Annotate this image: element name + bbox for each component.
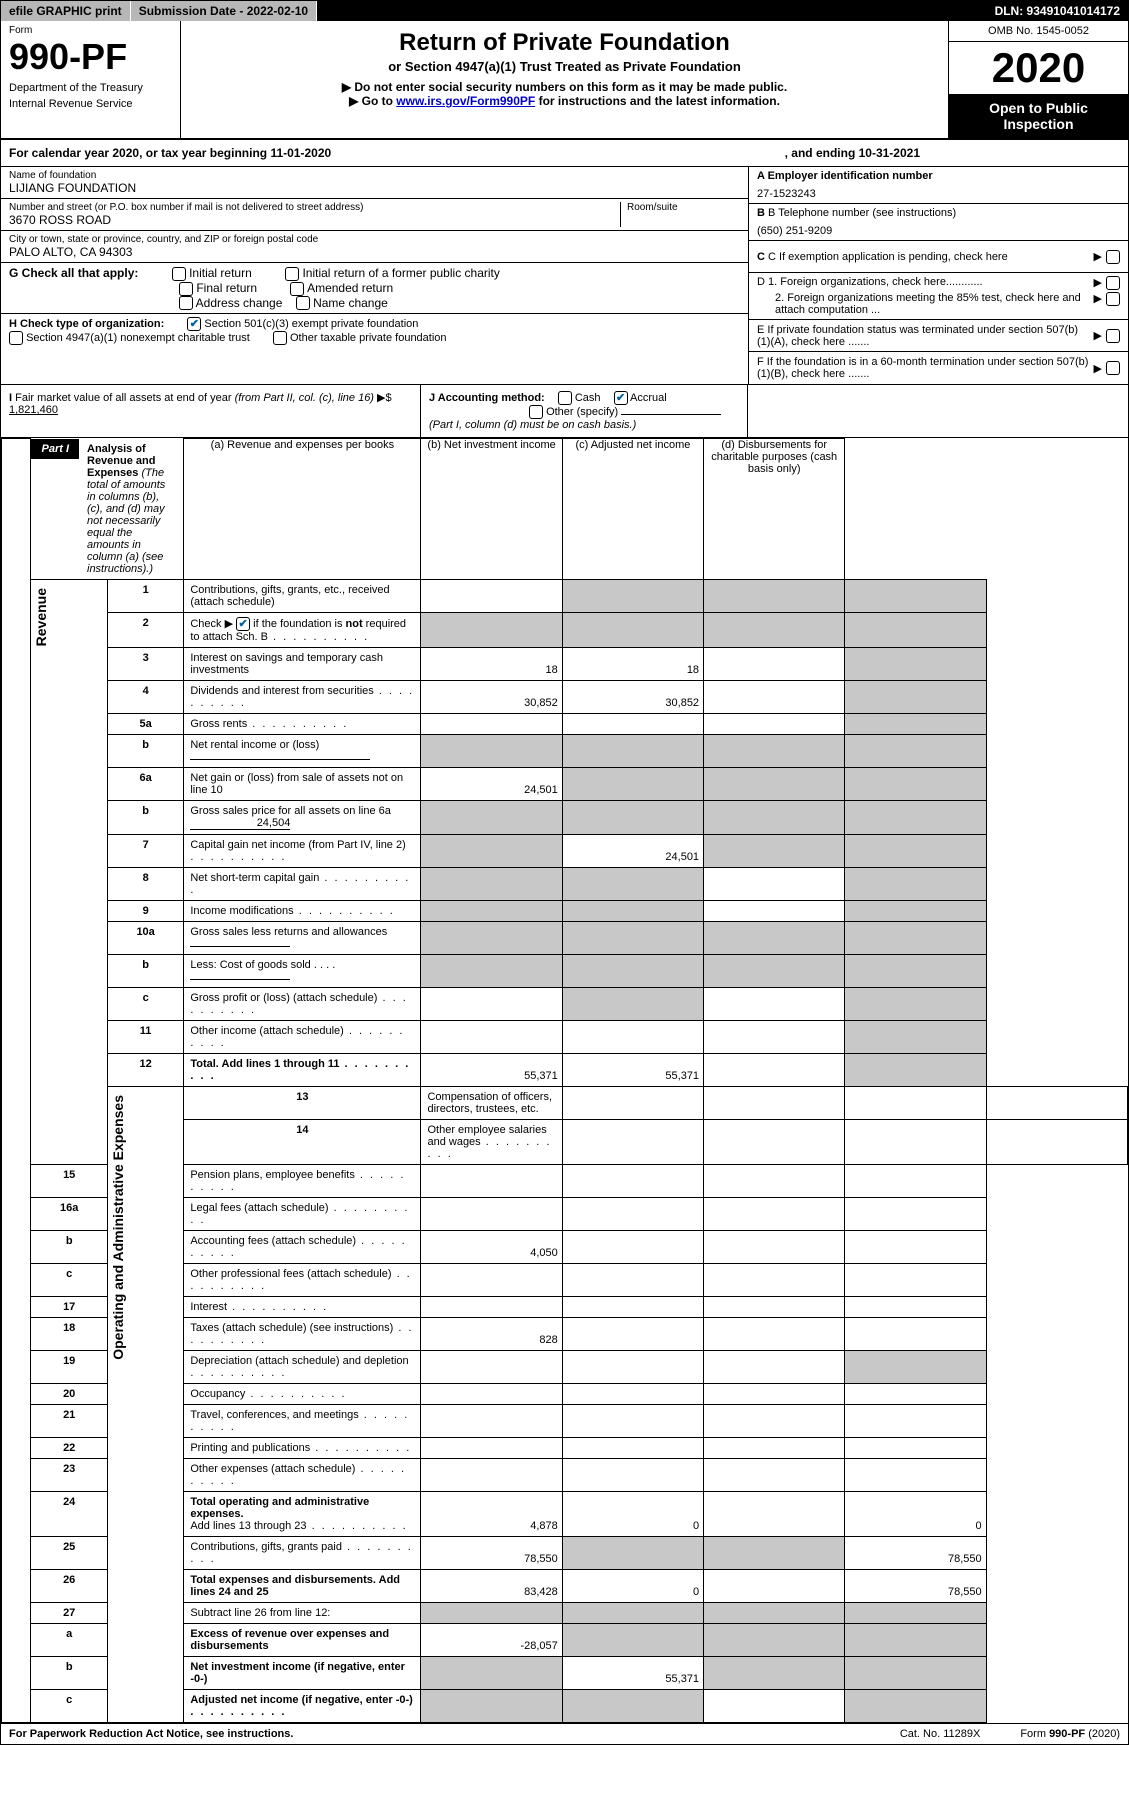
final-return-checkbox[interactable]	[179, 282, 193, 296]
part1-tag: Part I	[31, 439, 79, 459]
form-number: 990-PF	[9, 36, 172, 78]
address-change-checkbox[interactable]	[179, 296, 193, 310]
pra-notice: For Paperwork Reduction Act Notice, see …	[9, 1728, 293, 1740]
form-title: Return of Private Foundation	[193, 29, 936, 57]
ein-value: 27-1523243	[757, 188, 1120, 200]
col-a-header: (a) Revenue and expenses per books	[184, 439, 421, 580]
part1-desc: Analysis of Revenue and Expenses (The to…	[79, 439, 183, 579]
calendar-year-line: For calendar year 2020, or tax year begi…	[1, 140, 1128, 167]
c-checkbox[interactable]	[1106, 250, 1120, 264]
form-header: Form 990-PF Department of the Treasury I…	[1, 21, 1128, 140]
col-d-header: (d) Disbursements for charitable purpose…	[704, 439, 845, 580]
revenue-label: Revenue	[31, 580, 51, 654]
address: 3670 ROSS ROAD	[9, 213, 620, 227]
irs-link[interactable]: www.irs.gov/Form990PF	[396, 94, 535, 108]
foundation-name: LIJIANG FOUNDATION	[9, 181, 740, 195]
d1-checkbox[interactable]	[1106, 276, 1120, 290]
d2-checkbox[interactable]	[1106, 292, 1120, 306]
c-exemption: C C If exemption application is pending,…	[757, 251, 1090, 263]
form-subtitle: or Section 4947(a)(1) Trust Treated as P…	[193, 59, 936, 74]
former-charity-checkbox[interactable]	[285, 267, 299, 281]
catalog-number: Cat. No. 11289X	[900, 1728, 981, 1740]
city-state-zip: PALO ALTO, CA 94303	[9, 245, 740, 259]
tax-year: 2020	[949, 42, 1128, 94]
top-bar: efile GRAPHIC print Submission Date - 20…	[1, 1, 1128, 21]
col-c-header: (c) Adjusted net income	[562, 439, 703, 580]
dept-treasury: Department of the Treasury	[9, 82, 172, 94]
g-label: G Check all that apply:	[9, 266, 138, 280]
room-label: Room/suite	[627, 202, 740, 213]
e-terminated: E If private foundation status was termi…	[757, 324, 1090, 348]
expenses-label: Operating and Administrative Expenses	[108, 1087, 128, 1368]
501c3-checkbox[interactable]	[187, 317, 201, 331]
part1-table: Part I Analysis of Revenue and Expenses …	[1, 438, 1128, 1723]
j-accounting: J Accounting method: Cash Accrual Other …	[421, 385, 748, 437]
name-label: Name of foundation	[9, 170, 740, 181]
schb-checkbox[interactable]	[236, 617, 250, 631]
d2-foreign: 2. Foreign organizations meeting the 85%…	[757, 292, 1090, 316]
dept-irs: Internal Revenue Service	[9, 98, 172, 110]
amended-return-checkbox[interactable]	[290, 282, 304, 296]
other-taxable-checkbox[interactable]	[273, 331, 287, 345]
form-ref: Form 990-PF (2020)	[1020, 1728, 1120, 1740]
addr-label: Number and street (or P.O. box number if…	[9, 202, 620, 213]
cash-checkbox[interactable]	[558, 391, 572, 405]
efile-label[interactable]: efile GRAPHIC print	[1, 1, 131, 21]
fmv-value: 1,821,460	[9, 404, 58, 416]
footer: For Paperwork Reduction Act Notice, see …	[1, 1723, 1128, 1744]
form-label: Form	[9, 25, 172, 36]
city-label: City or town, state or province, country…	[9, 234, 740, 245]
omb-number: OMB No. 1545-0052	[949, 21, 1128, 42]
i-fmv: I Fair market value of all assets at end…	[1, 385, 421, 437]
other-checkbox[interactable]	[529, 405, 543, 419]
open-public: Open to Public Inspection	[949, 94, 1128, 138]
phone-label: B B Telephone number (see instructions)	[757, 207, 1120, 219]
ssn-warning: ▶ Do not enter social security numbers o…	[193, 80, 936, 94]
phone-value: (650) 251-9209	[757, 225, 1120, 237]
dln: DLN: 93491041014172	[987, 1, 1128, 21]
f-checkbox[interactable]	[1106, 361, 1120, 375]
d1-foreign: D 1. Foreign organizations, check here..…	[757, 276, 1090, 290]
name-change-checkbox[interactable]	[296, 296, 310, 310]
ein-label: A Employer identification number	[757, 170, 1120, 182]
f-60month: F If the foundation is in a 60-month ter…	[757, 356, 1090, 380]
e-checkbox[interactable]	[1106, 329, 1120, 343]
col-b-header: (b) Net investment income	[421, 439, 562, 580]
h-label: H Check type of organization:	[9, 318, 164, 330]
accrual-checkbox[interactable]	[614, 391, 628, 405]
submission-date: Submission Date - 2022-02-10	[131, 1, 317, 21]
initial-return-checkbox[interactable]	[172, 267, 186, 281]
goto-note: ▶ Go to www.irs.gov/Form990PF for instru…	[193, 94, 936, 108]
4947-checkbox[interactable]	[9, 331, 23, 345]
